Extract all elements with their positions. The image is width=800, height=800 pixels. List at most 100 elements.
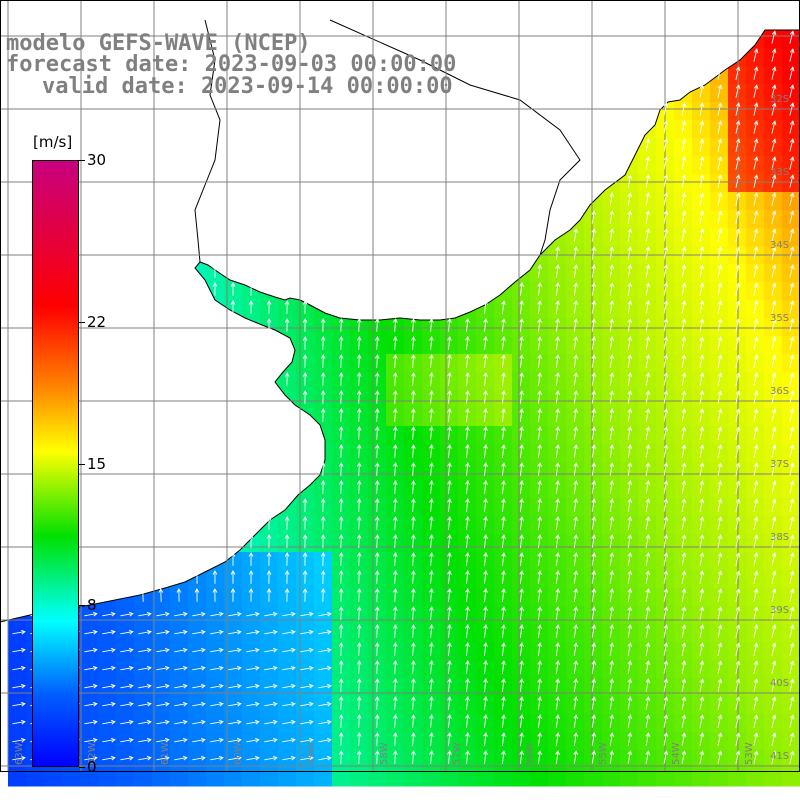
- wind-arrow: [429, 336, 434, 350]
- wind-arrow: [663, 696, 669, 710]
- wind-arrow: [338, 678, 344, 692]
- speed-cell: [584, 768, 603, 787]
- wind-arrow: [429, 372, 434, 386]
- wind-arrow: [717, 210, 723, 224]
- wind-arrow: [447, 516, 452, 530]
- wind-arrow: [519, 624, 524, 638]
- wind-arrow: [771, 102, 777, 116]
- wind-arrow: [411, 678, 416, 692]
- wind-arrow: [447, 444, 452, 458]
- wind-arrow: [771, 336, 777, 350]
- wind-arrow: [735, 84, 741, 98]
- wind-arrow: [519, 570, 524, 584]
- wind-arrow: [320, 354, 326, 368]
- wind-arrow: [411, 552, 416, 566]
- valid-date: valid date: 2023-09-14 00:00:00: [42, 74, 453, 99]
- wind-arrow: [320, 408, 326, 422]
- wind-arrow: [483, 426, 488, 440]
- wind-arrow: [591, 588, 597, 602]
- wind-arrow: [230, 300, 236, 314]
- wind-arrow: [356, 444, 362, 458]
- wind-arrow: [519, 282, 524, 296]
- wind-arrow: [753, 588, 759, 602]
- wind-arrow: [320, 318, 326, 332]
- speed-cell: [8, 768, 27, 787]
- wind-arrow: [320, 372, 326, 386]
- wind-arrow: [753, 606, 759, 620]
- wind-arrow: [356, 750, 362, 764]
- wind-arrow: [537, 660, 542, 674]
- wind-arrow: [393, 714, 398, 728]
- speed-cell: [764, 768, 783, 787]
- wind-arrow: [663, 120, 669, 134]
- wind-arrow: [102, 701, 116, 707]
- wind-arrow: [717, 138, 723, 152]
- wind-arrow: [699, 480, 705, 494]
- wind-arrow: [717, 750, 723, 764]
- wind-arrow: [573, 642, 579, 656]
- wind-arrow: [248, 552, 254, 566]
- wind-arrow: [447, 660, 452, 674]
- wind-arrow: [375, 732, 380, 746]
- wind-arrow: [300, 683, 314, 689]
- wind-arrow: [771, 318, 777, 332]
- wind-arrow: [302, 390, 308, 404]
- wind-arrow: [645, 444, 651, 458]
- wind-arrow: [735, 444, 741, 458]
- wind-arrow: [771, 498, 777, 512]
- wind-arrow: [537, 444, 542, 458]
- wind-arrow: [228, 683, 242, 689]
- wind-arrow: [537, 390, 542, 404]
- wind-arrow: [627, 318, 633, 332]
- speed-cell: [746, 768, 765, 787]
- longitude-label: 56W: [525, 742, 536, 765]
- wind-arrow: [753, 498, 759, 512]
- wind-arrow: [300, 647, 314, 653]
- wind-arrow: [447, 678, 452, 692]
- speed-cell: [278, 768, 297, 787]
- wind-arrow: [320, 336, 326, 350]
- wind-arrow: [212, 588, 218, 602]
- wind-arrow: [411, 480, 416, 494]
- wind-arrow: [338, 696, 344, 710]
- wind-arrow: [663, 732, 669, 746]
- wind-arrow: [645, 228, 651, 242]
- wind-arrow: [447, 750, 452, 764]
- wind-arrow: [717, 480, 723, 494]
- wind-arrow: [393, 516, 398, 530]
- wind-arrow: [663, 282, 669, 296]
- wind-arrow: [753, 300, 759, 314]
- wind-arrow: [501, 714, 506, 728]
- wind-arrow: [681, 750, 687, 764]
- wind-arrow: [609, 714, 615, 728]
- wind-arrow: [318, 665, 332, 671]
- wind-arrow: [537, 750, 542, 764]
- wind-arrow: [393, 696, 398, 710]
- wind-arrow: [483, 552, 488, 566]
- wind-arrow: [393, 354, 398, 368]
- wind-arrow: [174, 719, 188, 725]
- wind-arrow: [735, 156, 741, 170]
- wind-arrow: [717, 696, 723, 710]
- wind-arrow: [501, 534, 506, 548]
- wind-arrow: [627, 300, 633, 314]
- wind-arrow: [627, 210, 633, 224]
- wind-arrow: [699, 264, 705, 278]
- wind-arrow: [681, 318, 687, 332]
- wind-arrow: [320, 570, 326, 584]
- wind-arrow: [627, 750, 633, 764]
- wind-arrow: [789, 408, 795, 422]
- speed-cell: [98, 768, 117, 787]
- wind-arrow: [645, 264, 651, 278]
- wind-arrow: [699, 534, 705, 548]
- wind-arrow: [645, 732, 651, 746]
- wind-arrow: [138, 755, 152, 761]
- wind-arrow: [609, 588, 615, 602]
- wind-arrow: [393, 624, 398, 638]
- wind-arrow: [591, 498, 597, 512]
- wind-arrow: [210, 719, 224, 725]
- wind-arrow: [356, 372, 362, 386]
- wind-arrow: [735, 516, 741, 530]
